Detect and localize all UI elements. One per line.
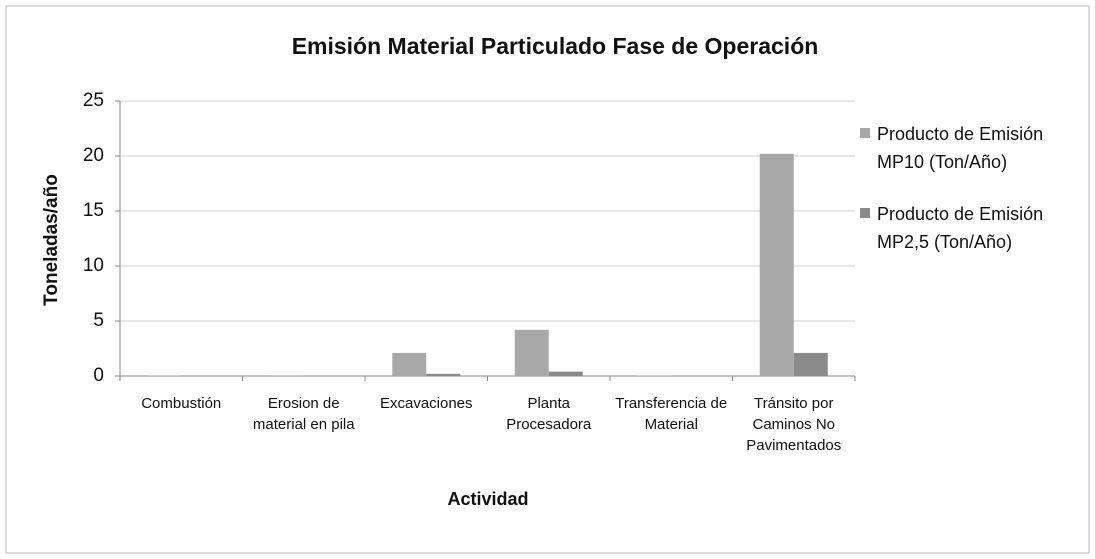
bar xyxy=(793,352,828,376)
x-tick-label: Planta Procesadora xyxy=(506,395,592,433)
bar xyxy=(548,371,583,376)
x-tick-label: Transferencia de Material xyxy=(615,395,728,433)
bar xyxy=(759,153,794,376)
legend-swatch xyxy=(860,128,870,138)
x-tick-label: Excavaciones xyxy=(379,395,473,412)
x-axis-title: Actividad xyxy=(447,489,528,509)
x-tick-label: Tránsito por Caminos No Pavimentados xyxy=(746,395,842,454)
y-tick-label: 15 xyxy=(83,200,104,221)
y-tick-label: 10 xyxy=(83,255,104,276)
x-tick-label: Combustión xyxy=(141,395,222,412)
legend-swatch xyxy=(860,208,870,218)
bar xyxy=(514,329,549,376)
y-tick-label: 20 xyxy=(83,145,104,166)
y-tick-label: 25 xyxy=(83,90,104,111)
bar xyxy=(426,373,461,376)
y-tick-label: 5 xyxy=(93,310,104,331)
legend-label: Producto de Emisión MP2,5 (Ton/Año) xyxy=(877,204,1044,252)
legend-label: Producto de Emisión MP10 (Ton/Año) xyxy=(877,124,1044,172)
chart-border xyxy=(5,5,1090,554)
bar xyxy=(392,352,427,376)
chart-title: Emisión Material Particulado Fase de Ope… xyxy=(292,33,819,59)
y-tick-label: 0 xyxy=(93,365,104,386)
bar xyxy=(147,375,182,376)
x-tick-label: Erosion de material en pila xyxy=(252,395,355,433)
y-axis-title: Toneladas/año xyxy=(41,174,62,306)
